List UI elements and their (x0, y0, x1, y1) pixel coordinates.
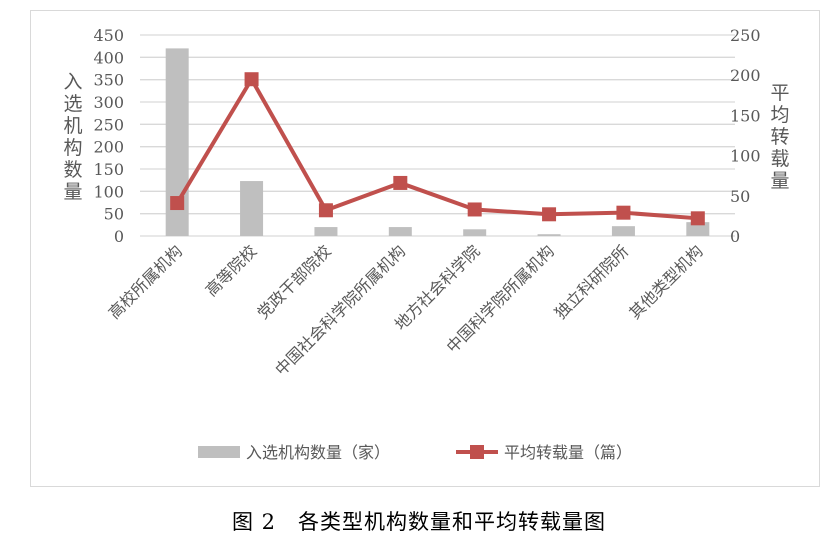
y2-axis-label: 均 (770, 104, 789, 126)
bar (611, 226, 635, 236)
y2-tick-label: 250 (730, 26, 761, 45)
y-axis-label: 数 (63, 159, 82, 181)
x-tick-label: 高校所属机构 (105, 241, 186, 322)
y2-tick-label: 200 (730, 66, 761, 85)
x-tick-label: 独立科研院所 (551, 241, 632, 322)
y-axis-label: 入 (63, 71, 82, 93)
y-tick-label: 300 (93, 93, 124, 112)
x-tick-label: 其他类型机构 (625, 241, 706, 322)
line-marker (170, 196, 185, 211)
series-line (175, 77, 698, 221)
bar (165, 48, 189, 237)
bar (463, 229, 487, 236)
chart-frame (30, 10, 820, 487)
y-tick-label: 400 (93, 48, 124, 67)
line-marker (616, 205, 631, 220)
bar (240, 181, 264, 236)
bar (686, 222, 710, 236)
y-tick-label: 100 (93, 182, 124, 201)
y-tick-label: 150 (93, 160, 124, 179)
x-tick-label: 高等院校 (202, 241, 261, 300)
y2-axis-label: 载 (770, 148, 789, 170)
y-tick-label: 350 (93, 71, 124, 90)
y-tick-label: 450 (93, 26, 124, 45)
bar (314, 227, 338, 236)
y2-tick-label: 100 (730, 147, 761, 166)
line-marker (690, 211, 705, 226)
y2-axis-label: 平 (770, 82, 789, 104)
line-marker (542, 207, 557, 222)
figure-caption: 图 2 各类型机构数量和平均转载量图 (232, 510, 607, 534)
legend-bar-label: 入选机构数量（家） (246, 443, 390, 462)
x-tick-label: 党政干部院校 (253, 241, 334, 322)
line-marker (467, 202, 482, 217)
legend-line-label: 平均转载量（篇） (504, 443, 632, 462)
y-tick-label: 200 (93, 138, 124, 157)
y2-tick-label: 150 (730, 106, 761, 125)
line-marker (318, 203, 333, 218)
bar (388, 227, 412, 236)
legend-bar-swatch (198, 446, 240, 458)
y-axis-label: 构 (63, 137, 82, 159)
x-tick-label: 中国社会科学院所属机构 (271, 241, 409, 379)
line-marker (244, 72, 259, 87)
y-axis-label: 量 (63, 181, 82, 203)
y-tick-label: 0 (114, 227, 124, 246)
y-axis-label: 选 (63, 93, 82, 115)
bar (537, 234, 561, 236)
y2-axis-label: 转 (770, 126, 789, 148)
y-tick-label: 50 (104, 205, 124, 224)
legend-line-marker (470, 445, 484, 459)
y2-tick-label: 0 (730, 227, 740, 246)
y-axis-label: 机 (63, 115, 82, 137)
y2-tick-label: 50 (730, 187, 750, 206)
chart: 0 50 100 150 200 250 300 350 400 450 0 50 100 150 200 2… (63, 26, 789, 462)
line-marker (393, 175, 408, 190)
y-tick-label: 250 (93, 115, 124, 134)
y2-axis-label: 量 (770, 170, 789, 192)
